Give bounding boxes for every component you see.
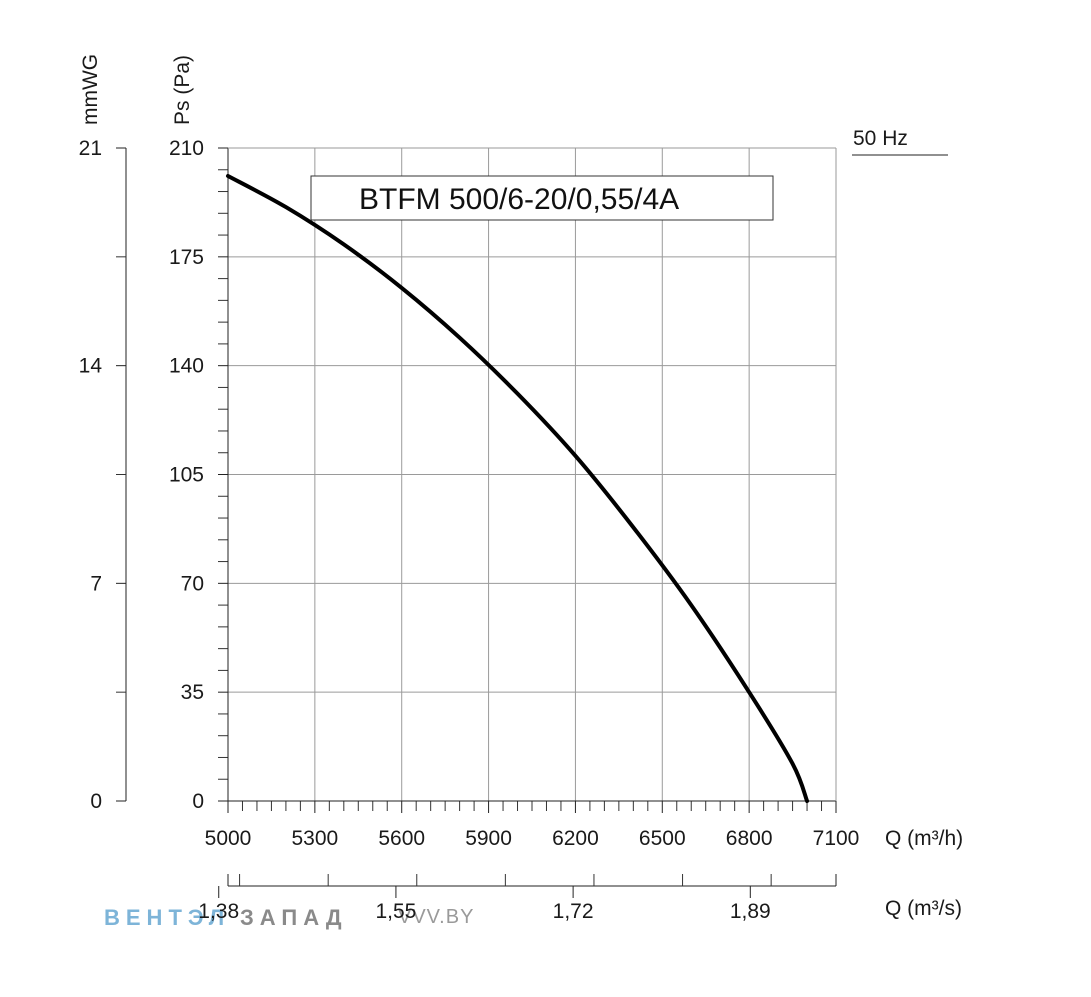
x-axis-title-m3h: Q (m³/h) <box>885 827 963 850</box>
x-tick-label: 5300 <box>291 827 338 850</box>
x-tick-label: 6200 <box>552 827 599 850</box>
x-tick-label: 5600 <box>378 827 425 850</box>
grid <box>227 147 837 802</box>
watermark-site: VVV.BY <box>398 906 474 928</box>
x-tick-label: 6500 <box>639 827 686 850</box>
x-tick-label: 7100 <box>813 827 860 850</box>
y2-tick-label: 7 <box>90 572 102 595</box>
x-tick-label: 6800 <box>726 827 773 850</box>
axes: 5000 5300 5600 5900 6200 6500 6800 710003570105… <box>79 137 860 923</box>
y2-tick-label: 0 <box>90 790 102 813</box>
x2-tick-label: 1,55 <box>375 900 416 923</box>
performance-curve <box>226 173 810 803</box>
y2-tick-label: 21 <box>79 137 102 160</box>
y-tick-label: 105 <box>169 464 204 487</box>
x2-tick-label: 1,38 <box>198 900 239 923</box>
y-tick-label: 70 <box>181 572 204 595</box>
title-frame <box>310 175 774 221</box>
y-tick-label: 210 <box>169 137 204 160</box>
y-axis-title-mmwg: mmWG <box>79 54 102 125</box>
chart-title-box: BTFM 500/6-20/0,55/4A <box>310 175 774 221</box>
y-tick-label: 35 <box>181 681 204 704</box>
watermark-brand-part2: ЗАПАД <box>240 905 348 930</box>
y-tick-label: 175 <box>169 246 204 269</box>
y2-tick-label: 14 <box>79 355 103 378</box>
y-tick-label: 0 <box>192 790 204 813</box>
watermark-brand-part1: ВЕНТЭЛ <box>104 905 230 930</box>
x-tick-label: 5000 <box>205 827 252 850</box>
chart-title: BTFM 500/6-20/0,55/4A <box>359 183 679 216</box>
y-tick-label: 140 <box>169 355 204 378</box>
watermark: ВЕНТЭЛ ЗАПАД VVV.BY <box>104 905 474 930</box>
frequency-label: 50 Hz <box>853 127 908 150</box>
x-tick-label: 5900 <box>465 827 512 850</box>
y-axis-title-pa: Ps (Pa) <box>171 55 194 125</box>
x-axis-title-m3s: Q (m³/s) <box>885 897 962 920</box>
x2-tick-label: 1,72 <box>553 900 594 923</box>
x2-tick-label: 1,89 <box>730 900 771 923</box>
